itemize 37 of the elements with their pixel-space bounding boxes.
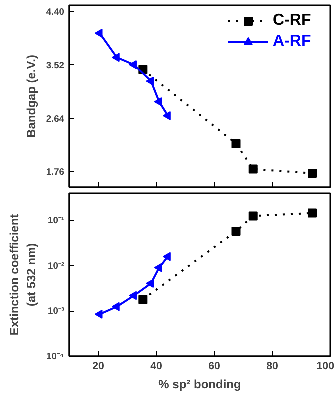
y-axis-title: Bandgap (e.V.) <box>24 55 38 138</box>
x-tick-label: 60 <box>208 360 220 372</box>
point <box>129 291 137 300</box>
point <box>308 169 318 178</box>
y-axis-title: Extinction coefficient (at 532 nm) <box>8 214 39 336</box>
point <box>248 164 258 174</box>
x-tick-label: 80 <box>266 360 278 372</box>
y-tick-label: 10⁻¹ <box>48 216 64 226</box>
legend-label: C-RF <box>273 12 312 30</box>
y-tick-label: 3.52 <box>46 60 64 70</box>
point <box>162 252 171 262</box>
y-tick-label: 10⁻³ <box>48 306 64 316</box>
point <box>129 60 137 70</box>
y-tick-label: 4.40 <box>46 7 64 18</box>
point <box>112 53 120 62</box>
y-tick-label: 1.76 <box>46 167 64 178</box>
x-tick-label: 40 <box>150 360 162 372</box>
x-tick-label: 20 <box>92 360 104 372</box>
point <box>146 76 154 86</box>
x-axis-title: % sp² bonding <box>158 378 242 392</box>
point <box>154 263 162 272</box>
point <box>162 111 171 120</box>
point <box>94 28 103 38</box>
point <box>146 279 154 288</box>
point <box>232 226 241 236</box>
point <box>112 302 120 312</box>
legend-label: A-RF <box>273 33 312 51</box>
y-tick-label: 10⁻⁴ <box>46 352 65 362</box>
point <box>308 208 318 218</box>
y-tick-label: 10⁻² <box>48 260 64 271</box>
y-tick-label: 2.64 <box>46 114 66 124</box>
point <box>154 97 162 106</box>
x-tick-label: 100 <box>316 360 334 372</box>
point <box>232 139 241 148</box>
point <box>248 212 258 221</box>
point <box>94 310 103 319</box>
point <box>138 295 148 304</box>
